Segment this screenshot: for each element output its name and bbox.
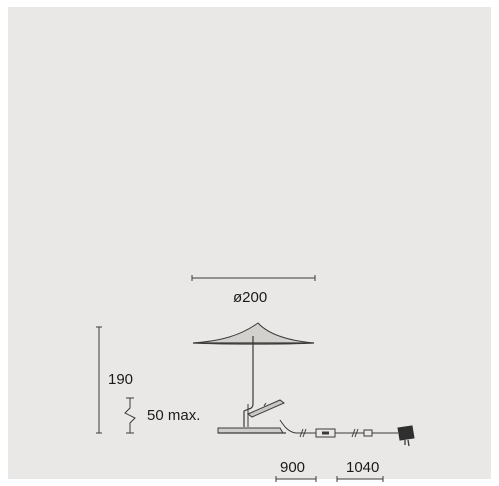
- power-adapter: [397, 425, 415, 441]
- drawing-background: [8, 7, 491, 479]
- lamp-arm: [243, 398, 254, 427]
- diameter-dimension-line: [191, 275, 316, 281]
- lamp-illustration: [192, 322, 315, 434]
- diameter-label: ø200: [233, 289, 268, 306]
- clamp-range-symbol: [124, 397, 136, 434]
- clamp-range-label: 50 max.: [147, 407, 201, 424]
- power-cable: [279, 419, 415, 447]
- lamp-base: [217, 427, 284, 434]
- cable-length-label-900: 900: [280, 459, 306, 476]
- lamp-clamp: [247, 399, 285, 418]
- cable-connector: [363, 429, 373, 437]
- height-dimension-line: [96, 326, 102, 434]
- cable-length-dimension-lines: [275, 476, 384, 482]
- height-label: 190: [108, 371, 134, 388]
- cable-length-label-1040: 1040: [346, 459, 380, 476]
- lamp-shade: [192, 322, 315, 345]
